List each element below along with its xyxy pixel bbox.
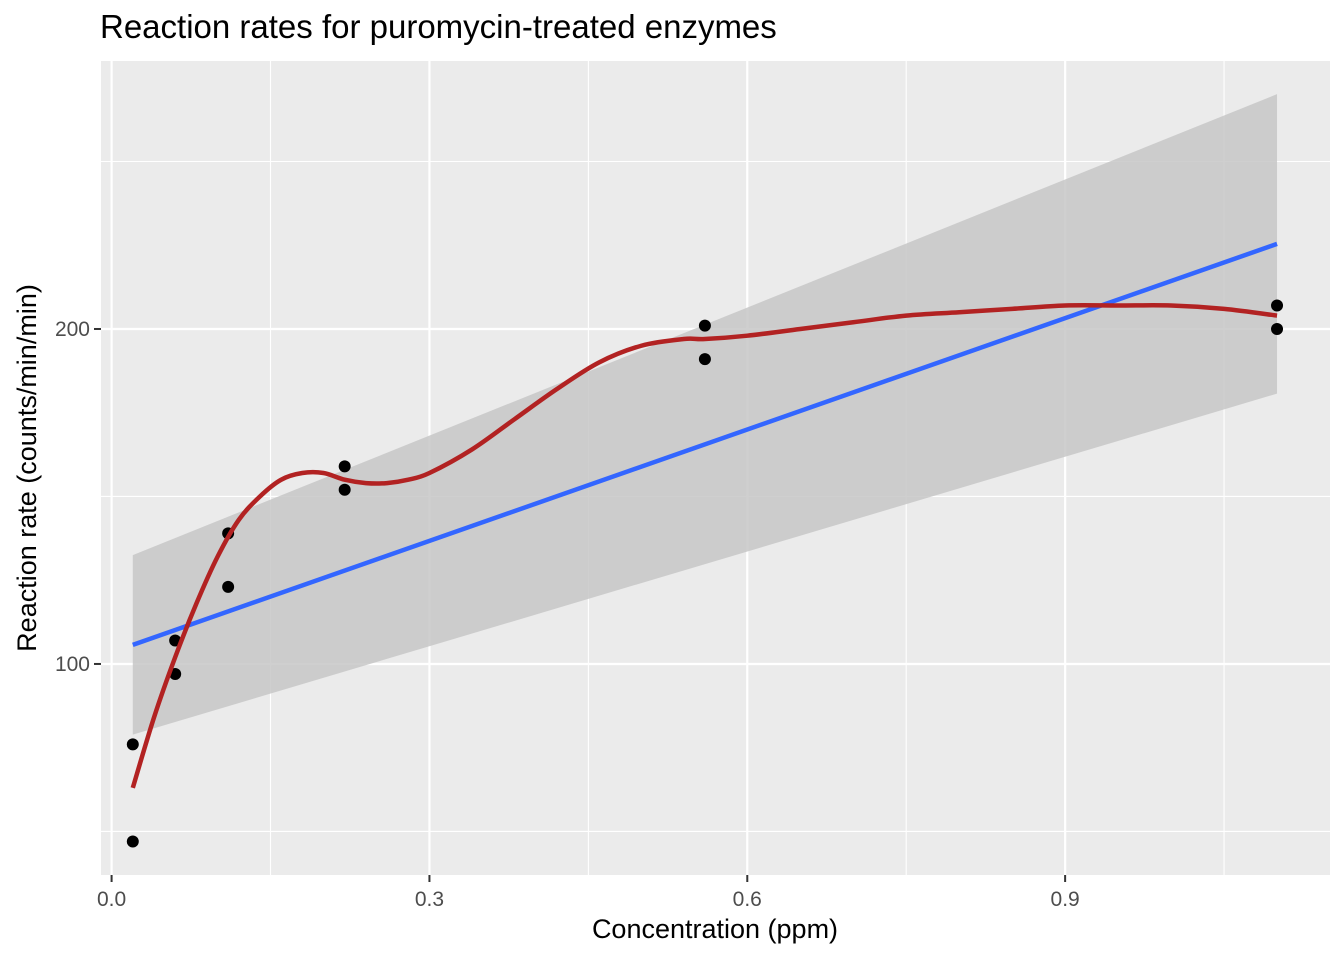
data-point	[338, 483, 351, 496]
data-point	[1271, 322, 1284, 335]
linear-fit-line	[132, 241, 1278, 647]
y-tick-label: 100	[55, 653, 90, 676]
y-tick-label: 200	[55, 318, 90, 341]
x-axis-title: Concentration (ppm)	[592, 914, 838, 944]
smooth-fit-line	[130, 303, 1278, 789]
data-point	[698, 319, 711, 332]
x-tick-label: 0.0	[97, 888, 126, 911]
x-tick-label: 0.6	[733, 888, 762, 911]
data-point	[1271, 299, 1284, 312]
x-axis-ticks: 0.0 0.3 0.6 0.9	[97, 875, 1080, 911]
data-point	[222, 580, 235, 593]
data-point	[338, 460, 351, 473]
y-axis-ticks: 100 200	[55, 318, 101, 676]
data-point	[126, 738, 139, 751]
confidence-ribbon	[132, 94, 1278, 735]
data-point	[126, 835, 139, 848]
x-tick-label: 0.3	[415, 888, 444, 911]
y-axis-title: Reaction rate (counts/min/min)	[12, 284, 42, 652]
data-point	[698, 353, 711, 366]
x-tick-label: 0.9	[1051, 888, 1080, 911]
chart-title: Reaction rates for puromycin-treated enz…	[100, 8, 777, 45]
